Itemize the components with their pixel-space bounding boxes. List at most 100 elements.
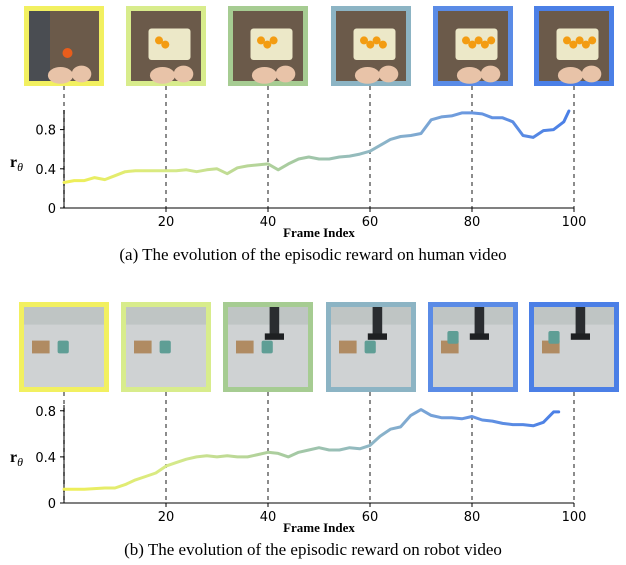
x-tick-label: 60 xyxy=(362,510,379,525)
y-axis-label-subscript: θ xyxy=(17,160,23,174)
robot-gripper xyxy=(367,333,387,340)
y-tick-label: 0.4 xyxy=(35,163,56,178)
orange-piece xyxy=(372,36,381,45)
hand xyxy=(47,67,74,84)
orange-piece xyxy=(563,36,571,45)
x-tick-label: 60 xyxy=(362,215,379,230)
x-tick-label: 40 xyxy=(260,510,277,525)
wall xyxy=(24,307,104,325)
orange-piece xyxy=(161,40,170,49)
orange-piece xyxy=(581,40,590,49)
frame-thumbnail xyxy=(223,302,313,392)
box xyxy=(236,340,254,354)
y-tick-label: 0 xyxy=(48,497,56,512)
orange-piece xyxy=(487,36,496,45)
box xyxy=(134,340,152,354)
orange-piece xyxy=(569,40,578,49)
robot-arm xyxy=(474,307,485,335)
frame-thumbnail xyxy=(326,302,416,392)
orange-piece xyxy=(155,36,163,45)
robot-gripper xyxy=(570,333,590,340)
frame-thumbnail xyxy=(228,6,308,86)
orange-piece xyxy=(588,36,597,45)
x-tick-label: 80 xyxy=(464,215,481,230)
orange-piece xyxy=(360,36,368,45)
x-tick-label: 80 xyxy=(464,510,481,525)
orange-piece xyxy=(474,36,483,45)
hand xyxy=(71,65,92,83)
orange-piece xyxy=(468,40,477,49)
orange-piece xyxy=(263,40,272,49)
x-axis-label: Frame Index xyxy=(283,520,355,535)
frame-thumbnail xyxy=(24,6,104,86)
hand xyxy=(557,67,584,84)
orange-piece xyxy=(62,48,73,58)
x-tick-label: 40 xyxy=(260,215,277,230)
orange-piece xyxy=(480,40,489,49)
y-tick-label: 0.8 xyxy=(35,124,56,139)
cutting-board xyxy=(148,28,191,60)
y-tick-label: 0.4 xyxy=(35,451,56,466)
y-tick-label: 0 xyxy=(48,202,56,217)
box xyxy=(339,340,357,354)
frame-thumbnail xyxy=(19,302,109,392)
orange-piece xyxy=(462,36,470,45)
robot-gripper xyxy=(469,333,489,340)
cup xyxy=(364,340,376,354)
caption-human-video: (a) The evolution of the episodic reward… xyxy=(119,245,507,264)
panel-human-video: 0 0.4 0.8 20 40 60 80 100 Frame Index rθ xyxy=(10,6,614,240)
hand xyxy=(456,67,483,84)
orange-piece xyxy=(366,40,375,49)
robot-gripper xyxy=(264,333,284,340)
wall xyxy=(331,307,411,325)
cutting-board xyxy=(353,28,396,60)
robot-arm xyxy=(269,307,280,335)
wall xyxy=(126,307,206,325)
hand xyxy=(173,65,194,83)
box xyxy=(32,340,50,354)
reward-series-line xyxy=(62,408,561,491)
hand xyxy=(251,67,278,84)
hand xyxy=(149,67,176,84)
hand xyxy=(378,65,399,83)
robot-arm xyxy=(372,307,383,335)
orange-piece xyxy=(269,36,278,45)
cup xyxy=(57,340,69,354)
frame-thumbnail xyxy=(534,6,614,86)
hand xyxy=(354,67,381,84)
caption-robot-video: (b) The evolution of the episodic reward… xyxy=(124,540,502,559)
frame-thumbnail xyxy=(529,302,619,392)
x-axis-label: Frame Index xyxy=(283,225,355,240)
wall xyxy=(228,307,308,325)
orange-piece xyxy=(575,36,584,45)
counter xyxy=(29,11,50,81)
frame-thumbnail xyxy=(428,302,518,392)
cup xyxy=(159,340,171,354)
cup xyxy=(447,331,459,344)
orange-piece xyxy=(378,40,387,49)
cutting-board xyxy=(455,28,498,60)
wall xyxy=(433,307,513,325)
y-tick-label: 0.8 xyxy=(35,405,56,420)
cup xyxy=(548,331,560,344)
frame-thumbnail xyxy=(433,6,513,86)
hand xyxy=(275,65,296,83)
y-axis-label: rθ xyxy=(10,154,23,174)
y-axis-label-subscript: θ xyxy=(17,455,23,469)
cutting-board xyxy=(556,28,599,60)
frame-thumbnail xyxy=(126,6,206,86)
x-tick-label: 100 xyxy=(562,510,587,525)
reward-series-line xyxy=(62,109,571,184)
panel-robot-video: 0 0.4 0.8 20 40 60 80 100 Frame Index rθ xyxy=(10,302,619,535)
x-tick-label: 20 xyxy=(158,510,175,525)
hand xyxy=(581,65,602,83)
y-axis-label: rθ xyxy=(10,449,23,469)
frame-thumbnail xyxy=(121,302,211,392)
x-tick-label: 100 xyxy=(562,215,587,230)
robot-arm xyxy=(575,307,586,335)
x-tick-label: 20 xyxy=(158,215,175,230)
orange-piece xyxy=(257,36,265,45)
frame-thumbnail xyxy=(331,6,411,86)
wall xyxy=(534,307,614,325)
